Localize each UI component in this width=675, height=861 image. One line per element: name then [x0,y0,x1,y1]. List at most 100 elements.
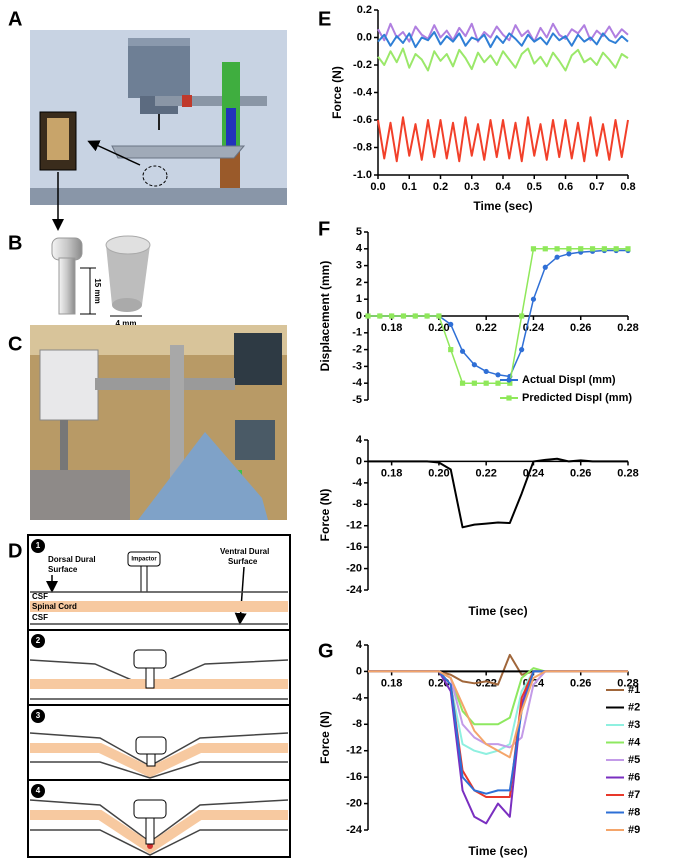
legend-marker [506,377,512,383]
y-tick-label: -0.2 [353,59,372,71]
x-tick-label: 0.24 [523,322,545,334]
point [542,246,548,252]
x-tick-label: 0.22 [475,322,496,334]
y-axis-label: Force (N) [318,489,332,542]
point [459,380,466,386]
legend-label: #1 [628,684,640,696]
x-tick-label: 0.1 [402,181,417,193]
annotation: Impactor [131,557,157,563]
brown-base [220,150,240,188]
panel-label: C [8,333,22,355]
point [483,368,489,375]
legend-label: #3 [628,719,640,731]
series-line [368,670,628,795]
point [483,380,489,386]
point [542,264,548,270]
target-circle [142,165,168,187]
x-tick-label: 0.22 [475,677,496,689]
y-tick-label: -20 [346,797,362,809]
y-tick-label: -1 [352,327,362,339]
x-tick-label: 0.28 [617,467,638,479]
frame-post [170,345,184,495]
x-axis-label: Time (sec) [468,844,527,858]
point [412,313,418,319]
x-tick-label: 0.26 [570,467,591,479]
point [459,348,466,354]
annotation: Dorsal Dural [48,555,96,564]
panel-label: A [8,8,22,30]
y-tick-label: 0.2 [357,4,372,16]
step-badge [31,634,45,648]
y-tick-label: 0 [356,455,362,467]
legend-label: #9 [628,824,640,836]
x-tick-label: 0.28 [617,322,638,334]
y-tick-label: -8 [352,498,362,510]
motor [128,38,190,98]
point [566,246,572,252]
x-tick-label: 0.26 [570,677,591,689]
legend-label: #8 [628,806,640,818]
annotation: Surface [228,557,258,566]
legend-label: #4 [628,736,641,748]
point [578,246,584,252]
impactor-stem [58,257,76,315]
cone-bottom [112,298,142,312]
panel-label: E [318,8,331,30]
step-badge [31,539,45,553]
point [471,380,477,386]
legend-marker [506,395,512,401]
point [613,246,619,252]
cone-top [105,235,151,255]
y-tick-label: 4 [356,434,363,446]
series-line [377,22,629,43]
y-tick-label: -5 [352,394,362,406]
y-tick-label: -16 [346,771,362,783]
x-tick-label: 0.24 [523,467,545,479]
impactor-stem [146,753,156,767]
cone-body [106,245,150,305]
spinal-cord [30,743,288,778]
x-tick-label: 0.22 [475,467,496,479]
actuator [39,349,99,421]
y-axis-label: Force (N) [318,711,332,764]
panel-label: F [318,218,330,240]
x-tick-label: 0.18 [381,322,402,334]
screen [235,420,275,460]
step-number: 4 [36,786,41,795]
spinal-cord [30,679,288,689]
x-tick-label: 0.28 [617,677,638,689]
point [519,347,525,353]
layer-label: CSF [32,613,48,622]
point [507,380,513,386]
dimension-label: 15 mm [93,278,102,303]
legend-label: #2 [628,701,640,713]
schematic: 1 Dorsal Dural Surface Ventral Dural Sur… [27,534,291,858]
series-line [368,457,628,529]
y-tick-label: -16 [346,541,362,553]
y-tick-label: -4 [352,477,363,489]
annotation: Ventral Dural [220,547,269,556]
impactor-stem [140,565,148,593]
step-number: 3 [36,711,41,720]
point [448,347,454,353]
y-axis-label: Force (N) [330,66,344,119]
x-axis-label: Time (sec) [473,199,532,213]
impactor-drawing: 15 mm 4 mm [51,235,151,328]
point [400,313,407,319]
annotation: Surface [48,565,78,574]
point [554,246,560,252]
point [424,313,430,319]
impactor-box [133,649,167,669]
x-axis-label: Time (sec) [468,604,527,618]
layer-label: Spinal Cord [32,602,77,611]
series-line [368,670,628,798]
panel-label: G [318,640,334,662]
x-tick-label: 0.8 [620,181,635,193]
x-tick-label: 0.20 [428,467,449,479]
setup-photo [30,325,287,520]
y-tick-label: 4 [356,243,363,255]
y-tick-label: 3 [356,260,362,272]
x-tick-label: 0.5 [527,181,542,193]
series-line [368,670,628,759]
y-tick-label: -2 [352,344,362,356]
